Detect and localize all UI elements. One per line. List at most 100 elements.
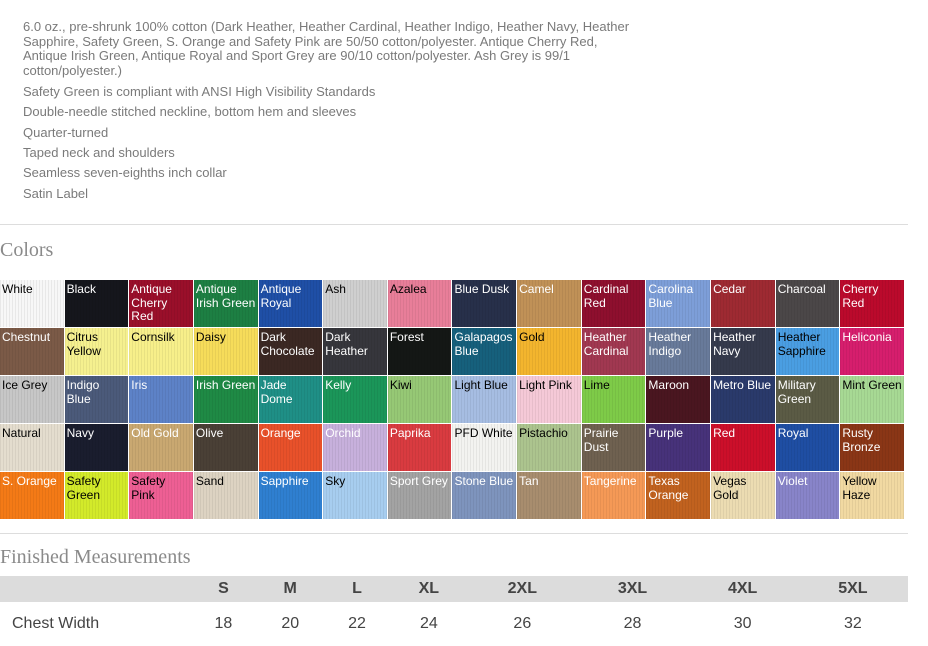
color-swatch[interactable]: Tan xyxy=(517,472,581,519)
color-swatch-grid: White Black Antique Cherry Red Antique Iris… xyxy=(0,280,904,519)
color-swatch[interactable]: Dark Heather xyxy=(323,328,387,375)
color-swatch[interactable]: Blue Dusk xyxy=(452,280,517,327)
color-swatch[interactable]: Texas Orange xyxy=(646,472,711,519)
color-swatch[interactable]: Paprika xyxy=(387,424,452,471)
color-swatch[interactable]: Citrus Yellow xyxy=(64,328,129,375)
color-swatch[interactable]: Forest xyxy=(387,328,452,375)
color-swatch[interactable]: Olive xyxy=(193,424,258,471)
color-swatch[interactable]: Heather Indigo xyxy=(646,328,711,375)
color-swatch[interactable]: Stone Blue xyxy=(452,472,517,519)
color-swatch[interactable]: Chestnut xyxy=(0,328,64,375)
color-swatch[interactable]: Sapphire xyxy=(258,472,323,519)
divider xyxy=(0,224,908,225)
color-swatch[interactable]: Daisy xyxy=(193,328,258,375)
measurement-value: 24 xyxy=(419,615,438,632)
color-swatch[interactable]: Pistachio xyxy=(517,424,581,471)
size-header: 3XL xyxy=(617,580,648,597)
color-swatch[interactable]: Light Pink xyxy=(517,376,581,423)
measurement-value: 26 xyxy=(513,615,532,632)
measurement-value: 32 xyxy=(843,615,862,632)
measurement-value: 18 xyxy=(214,615,233,632)
feature-item: Double-needle stitched neckline, bottom … xyxy=(23,104,357,120)
color-swatch[interactable]: Charcoal xyxy=(775,280,840,327)
feature-item: Taped neck and shoulders xyxy=(23,144,175,160)
color-swatch[interactable]: Safety Pink xyxy=(129,472,193,519)
color-swatch[interactable]: Antique Irish Green xyxy=(193,280,258,327)
color-swatch[interactable]: Heather Navy xyxy=(711,328,775,375)
color-swatch[interactable]: Gold xyxy=(517,328,581,375)
color-swatch[interactable]: Galapagos Blue xyxy=(452,328,517,375)
divider xyxy=(0,533,908,534)
measurement-value: 30 xyxy=(733,615,752,632)
color-swatch[interactable]: Yellow Haze xyxy=(840,472,904,519)
measurement-value: 22 xyxy=(348,615,366,632)
feature-item: Satin Label xyxy=(23,185,89,201)
color-swatch[interactable]: Antique Cherry Red xyxy=(129,280,193,327)
size-header: S xyxy=(218,580,229,597)
measurements-table: S M L XL 2XL 3XL 4XL 5XL Chest Width 18 20 22 24 26 2… xyxy=(0,576,908,646)
color-swatch[interactable]: Prairie Dust xyxy=(581,424,646,471)
color-swatch[interactable]: Mint Green xyxy=(840,376,904,423)
color-swatch[interactable]: Carolina Blue xyxy=(646,280,711,327)
color-swatch[interactable]: Purple xyxy=(646,424,711,471)
color-swatch[interactable]: Safety Green xyxy=(64,472,129,519)
color-swatch[interactable]: Military Green xyxy=(775,376,840,423)
color-swatch[interactable]: Azalea xyxy=(387,280,452,327)
color-swatch[interactable]: Lime xyxy=(581,376,646,423)
color-swatch[interactable]: Camel xyxy=(517,280,581,327)
color-swatch[interactable]: Jade Dome xyxy=(258,376,323,423)
color-swatch[interactable]: Kiwi xyxy=(387,376,452,423)
color-swatch[interactable]: Rusty Bronze xyxy=(840,424,904,471)
color-swatch[interactable]: Cherry Red xyxy=(840,280,904,327)
color-swatch[interactable]: PFD White xyxy=(452,424,517,471)
size-header: XL xyxy=(418,580,440,597)
color-swatch[interactable]: Dark Chocolate xyxy=(258,328,323,375)
color-swatch[interactable]: Metro Blue xyxy=(711,376,775,423)
color-swatch[interactable]: Kelly xyxy=(323,376,387,423)
color-swatch[interactable]: Royal xyxy=(775,424,840,471)
feature-item: Seamless seven-eighths inch collar xyxy=(23,165,227,181)
color-swatch[interactable]: Ice Grey xyxy=(0,376,64,423)
size-header: 2XL xyxy=(507,580,537,597)
color-swatch[interactable]: Old Gold xyxy=(129,424,193,471)
color-swatch[interactable]: Irish Green xyxy=(193,376,258,423)
color-swatch[interactable]: Violet xyxy=(775,472,840,519)
color-swatch[interactable]: Maroon xyxy=(646,376,711,423)
color-swatch[interactable]: Cardinal Red xyxy=(581,280,646,327)
color-swatch[interactable]: Navy xyxy=(64,424,129,471)
color-swatch[interactable]: Sport Grey xyxy=(387,472,452,519)
color-swatch[interactable]: S. Orange xyxy=(0,472,64,519)
size-header: M xyxy=(283,580,297,597)
color-swatch[interactable]: Natural xyxy=(0,424,64,471)
color-swatch[interactable]: Heather Cardinal xyxy=(581,328,646,375)
color-swatch[interactable]: Sand xyxy=(193,472,258,519)
color-swatch[interactable]: Cedar xyxy=(711,280,775,327)
size-header: L xyxy=(352,580,362,597)
color-swatch[interactable]: Indigo Blue xyxy=(64,376,129,423)
table-row: Chest Width 18 20 22 24 26 28 30 32 xyxy=(0,602,908,646)
feature-item: Quarter-turned xyxy=(23,124,109,140)
color-swatch[interactable]: Orange xyxy=(258,424,323,471)
measurement-value: 28 xyxy=(623,615,642,632)
color-swatch[interactable]: Cornsilk xyxy=(129,328,193,375)
color-swatch[interactable]: Red xyxy=(711,424,775,471)
color-swatch[interactable]: Heather Sapphire xyxy=(775,328,840,375)
color-swatch[interactable]: Sky xyxy=(323,472,387,519)
blank-header xyxy=(0,576,190,602)
color-swatch[interactable]: Ash xyxy=(323,280,387,327)
size-header: 4XL xyxy=(727,580,758,597)
color-swatch[interactable]: Heliconia xyxy=(840,328,904,375)
color-swatch[interactable]: White xyxy=(0,280,64,327)
fabric-description: 6.0 oz., pre-shrunk 100% cotton (Dark He… xyxy=(23,19,630,78)
feature-item: Safety Green is compliant with ANSI High… xyxy=(23,84,376,99)
color-swatch[interactable]: Black xyxy=(64,280,129,327)
color-swatch[interactable]: Vegas Gold xyxy=(711,472,775,519)
row-label: Chest Width xyxy=(12,615,100,632)
color-swatch[interactable]: Light Blue xyxy=(452,376,517,423)
color-swatch[interactable]: Iris xyxy=(129,376,193,423)
color-swatch[interactable]: Antique Royal xyxy=(258,280,323,327)
color-swatch[interactable]: Orchid xyxy=(323,424,387,471)
size-header: 5XL xyxy=(838,580,868,597)
measurements-heading: Finished Measurements xyxy=(0,546,191,568)
color-swatch[interactable]: Tangerine xyxy=(581,472,646,519)
